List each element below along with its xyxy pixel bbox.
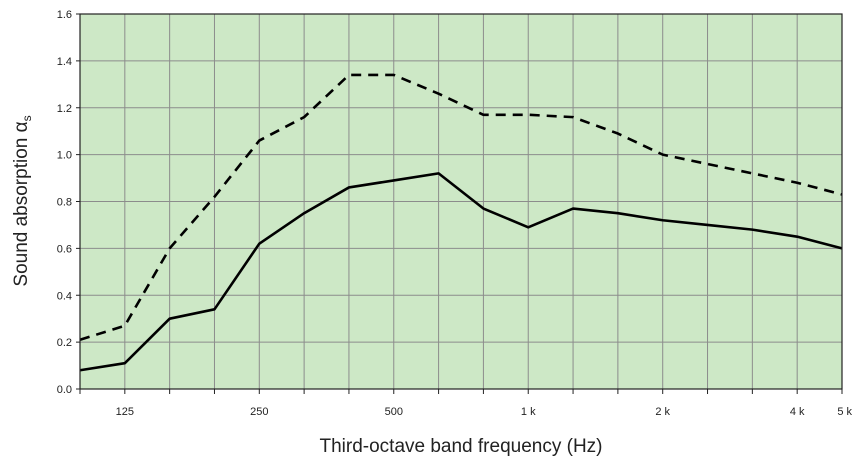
x-axis-label: Third-octave band frequency (Hz) xyxy=(319,436,602,457)
y-tick-label: 1.4 xyxy=(57,56,72,68)
y-tick-label: 0.6 xyxy=(57,243,72,255)
y-axis-ticks: 0.0 0.2 0.4 0.6 0.8 1.0 1.2 1.4 1.6 xyxy=(57,9,80,396)
y-tick-label: 0.4 xyxy=(57,290,72,302)
y-tick-label: 1.2 xyxy=(57,103,72,115)
x-tick-label: 500 xyxy=(385,406,403,418)
x-tick-label: 4 k xyxy=(790,406,805,418)
y-axis-label: Sound absorption αs xyxy=(11,115,34,286)
y-tick-label: 1.0 xyxy=(57,150,72,162)
y-tick-label: 0.8 xyxy=(57,197,72,209)
x-tick-label: 5 k xyxy=(837,406,852,418)
y-tick-label: 0.2 xyxy=(57,337,72,349)
y-tick-label: 0.0 xyxy=(57,384,72,396)
x-tick-label: 1 k xyxy=(521,406,536,418)
x-tick-label: 2 k xyxy=(655,406,670,418)
gridlines xyxy=(80,14,842,389)
x-axis-ticks: 125 250 500 1 k 2 k 4 k 5 k xyxy=(79,389,852,418)
series-layer xyxy=(79,73,843,372)
y-axis-label-subscript: s xyxy=(20,115,34,121)
dashed-series-line xyxy=(79,73,843,342)
y-tick-label: 1.6 xyxy=(57,9,72,21)
solid-series-line xyxy=(79,172,843,372)
x-tick-label: 125 xyxy=(116,406,134,418)
x-tick-label: 250 xyxy=(250,406,268,418)
y-axis-label-main: Sound absorption α xyxy=(11,121,32,286)
